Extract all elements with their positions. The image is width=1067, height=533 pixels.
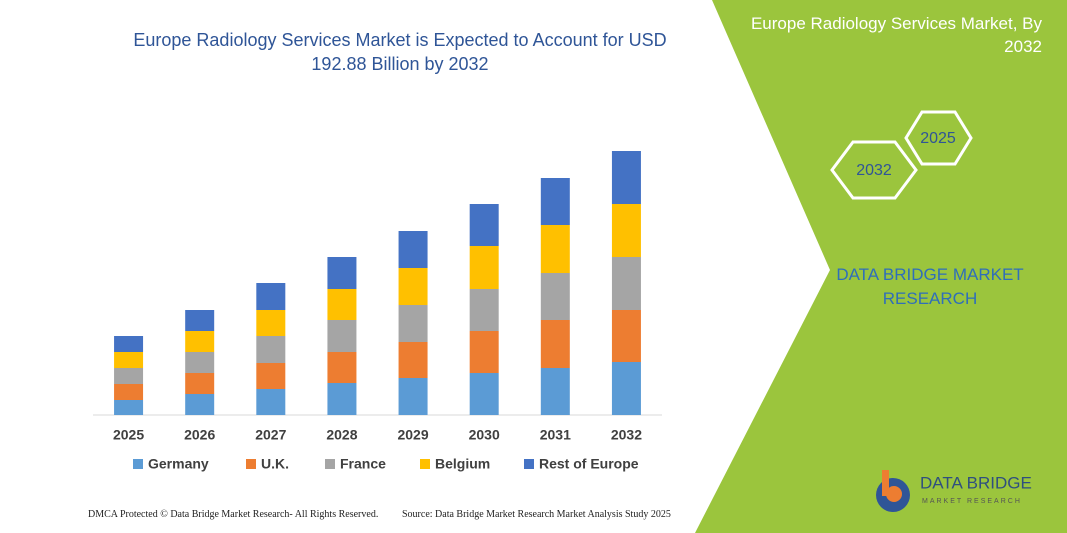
bar-segment xyxy=(327,320,357,352)
bar-segment xyxy=(185,310,215,331)
footer-left: DMCA Protected © Data Bridge Market Rese… xyxy=(88,509,379,520)
bar-segment xyxy=(611,310,641,362)
bar-segment xyxy=(398,378,428,415)
bar-segment xyxy=(327,352,357,383)
side-panel xyxy=(695,0,1067,533)
bar-segment xyxy=(327,257,357,289)
bar-segment xyxy=(398,342,428,378)
bar-segment xyxy=(398,305,428,342)
legend-label: France xyxy=(340,456,386,472)
bar-segment xyxy=(540,178,570,225)
x-tick-label: 2029 xyxy=(397,427,428,443)
bar-segment xyxy=(611,151,641,204)
bar-segment xyxy=(469,331,499,373)
bar-segment xyxy=(540,320,570,368)
logo-name: DATA BRIDGE xyxy=(920,473,1032,492)
bar-segment xyxy=(185,331,215,352)
legend-label: Germany xyxy=(148,456,209,472)
hexagon xyxy=(830,140,918,200)
legend-swatch xyxy=(133,459,143,469)
x-tick-label: 2026 xyxy=(184,427,215,443)
legend-swatch xyxy=(420,459,430,469)
legend-label: Rest of Europe xyxy=(539,456,639,472)
bar-segment xyxy=(469,204,499,246)
legend-swatch xyxy=(524,459,534,469)
chart: 2025 2026 2027 2028 2029 2030 2031 2032 Germany U… xyxy=(93,151,662,472)
x-tick-label: 2032 xyxy=(611,427,642,443)
bar-segment xyxy=(540,225,570,273)
bar-segment xyxy=(540,368,570,415)
x-tick-label: 2030 xyxy=(469,427,500,443)
x-tick-label: 2027 xyxy=(255,427,286,443)
bar-segment xyxy=(611,257,641,310)
bar-segment xyxy=(398,231,428,268)
x-tick-label: 2028 xyxy=(326,427,357,443)
bar-segment xyxy=(327,289,357,320)
legend-swatch xyxy=(246,459,256,469)
bar-segment xyxy=(540,273,570,320)
x-tick-label: 2031 xyxy=(540,427,571,443)
bar-segment xyxy=(469,289,499,331)
logo: DATA BRIDGE MARKET RESEARCH xyxy=(876,470,1032,512)
bar-segment xyxy=(256,336,286,363)
hexagon-label: 2025 xyxy=(920,130,956,147)
legend-swatch xyxy=(325,459,335,469)
bar-segment xyxy=(114,368,144,384)
brand: DATA BRIDGE MARKET RESEARCH xyxy=(836,265,1024,308)
bar-segment xyxy=(611,204,641,257)
footer-right: Source: Data Bridge Market Research Mark… xyxy=(402,509,671,520)
logo-icon xyxy=(886,486,902,502)
bar-segment xyxy=(469,373,499,415)
bar-segment xyxy=(327,383,357,415)
x-tick-label: 2025 xyxy=(113,427,144,443)
bar-segment xyxy=(611,362,641,415)
bar-segment xyxy=(469,246,499,289)
bar-segment xyxy=(256,283,286,310)
bar-segment xyxy=(256,389,286,415)
hexagon xyxy=(904,110,973,166)
legend-label: Belgium xyxy=(435,456,490,472)
bar-segment xyxy=(185,394,215,415)
bar-segment xyxy=(114,384,144,400)
bar-segment xyxy=(185,352,215,373)
bar-segment xyxy=(256,363,286,389)
bar-segment xyxy=(114,352,144,368)
bar-segment xyxy=(114,400,144,415)
logo-tagline: MARKET RESEARCH xyxy=(922,498,1022,505)
chart-title: Europe Radiology Services Market is Expe… xyxy=(133,30,667,74)
logo-icon xyxy=(882,470,889,496)
bar-segment xyxy=(185,373,215,394)
hexagon-label: 2032 xyxy=(856,162,892,179)
legend-label: U.K. xyxy=(261,456,289,472)
bar-segment xyxy=(398,268,428,305)
bar-segment xyxy=(256,310,286,336)
side-title: Europe Radiology Services Market, By 203… xyxy=(750,14,1042,56)
bar-segment xyxy=(114,336,144,352)
